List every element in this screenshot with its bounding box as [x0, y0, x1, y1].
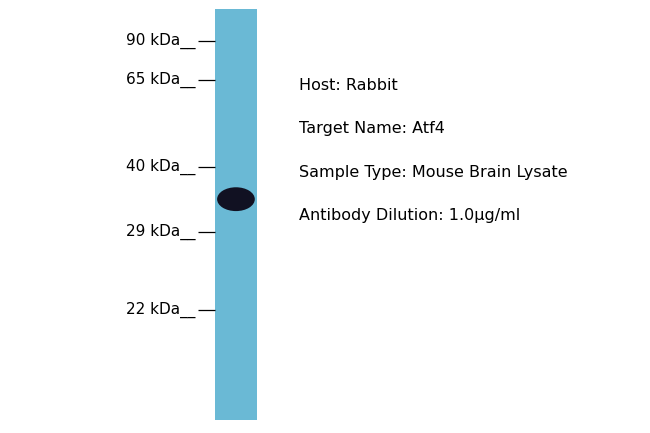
Text: Target Name: Atf4: Target Name: Atf4 — [299, 121, 445, 136]
Bar — [214, 9, 257, 420]
Text: Antibody Dilution: 1.0µg/ml: Antibody Dilution: 1.0µg/ml — [299, 208, 520, 223]
Text: 29 kDa__: 29 kDa__ — [125, 223, 195, 240]
Ellipse shape — [217, 187, 255, 211]
Text: Host: Rabbit: Host: Rabbit — [299, 78, 398, 93]
Text: Sample Type: Mouse Brain Lysate: Sample Type: Mouse Brain Lysate — [299, 165, 567, 180]
Text: 65 kDa__: 65 kDa__ — [125, 72, 195, 88]
Text: 40 kDa__: 40 kDa__ — [125, 158, 195, 175]
Text: 90 kDa__: 90 kDa__ — [125, 33, 195, 49]
Text: 22 kDa__: 22 kDa__ — [125, 301, 195, 318]
